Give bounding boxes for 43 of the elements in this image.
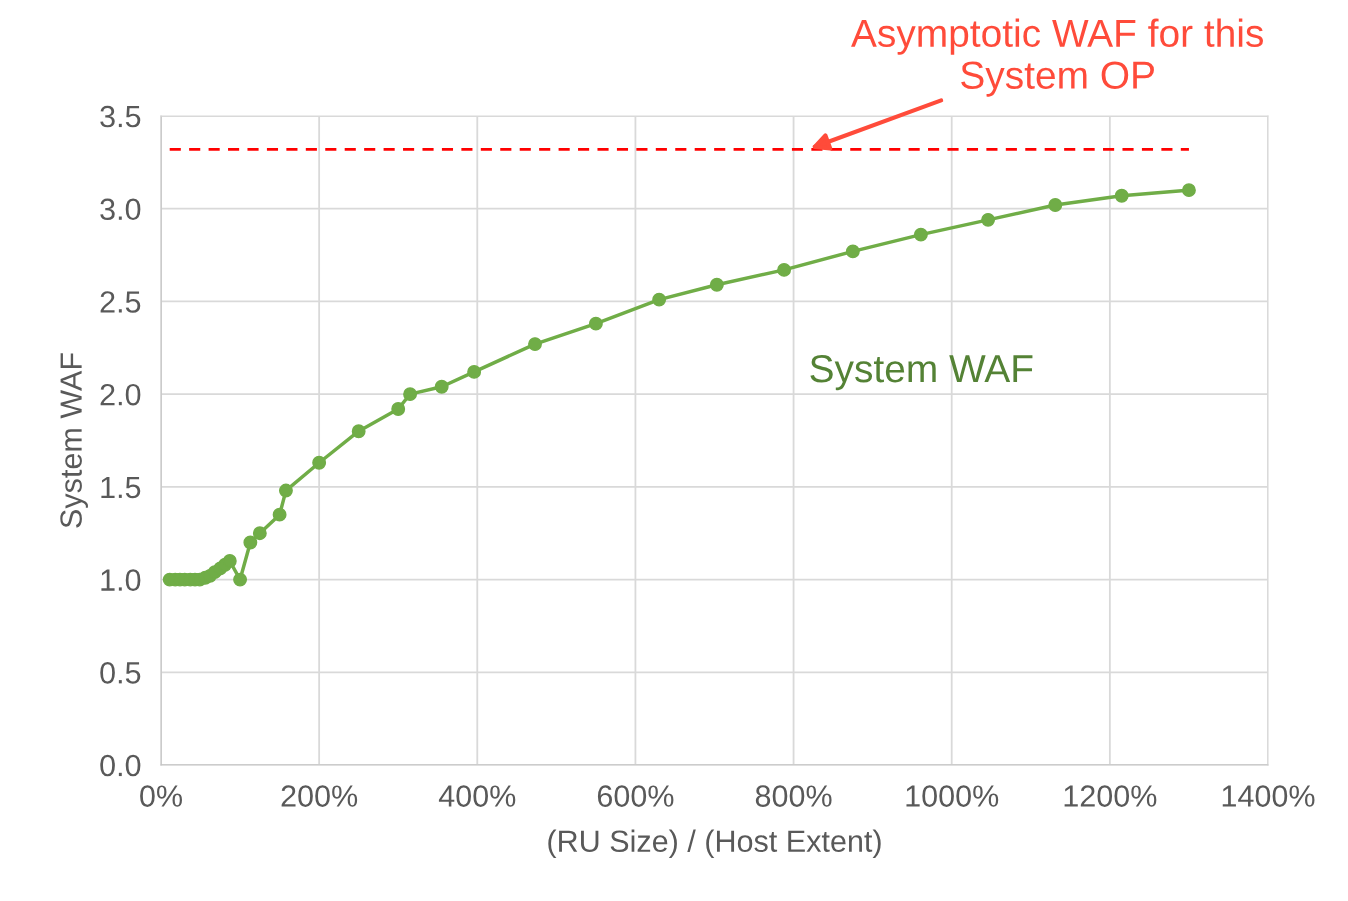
point (709, 277, 724, 292)
annotation: Asymptotic WAF for this System OP (851, 18, 1263, 97)
x-tick-label: 800% (755, 785, 832, 807)
point (1181, 183, 1196, 198)
x-tick-label: 1200% (1064, 785, 1157, 807)
point (467, 364, 482, 379)
y-tick-label: 0.5 (100, 662, 141, 684)
point (278, 483, 293, 498)
point (528, 337, 542, 352)
point (588, 316, 603, 331)
y-tick-label: 3.5 (100, 105, 141, 128)
point (434, 379, 449, 394)
point (233, 572, 248, 587)
point (272, 507, 287, 522)
point (312, 455, 327, 470)
x-axis-title: (RU Size) / (Host Extent) (548, 829, 881, 859)
point (351, 424, 366, 439)
point (391, 402, 406, 416)
x-tick-label: 600% (597, 785, 674, 807)
x-tick-label: 200% (281, 785, 358, 807)
x-tick-label: 0% (140, 785, 182, 807)
x-tick-label: 1000% (906, 785, 999, 807)
point (243, 535, 258, 550)
x-tick-label: 400% (438, 785, 516, 807)
x-tick-label: 1400% (1222, 785, 1315, 807)
point (403, 387, 418, 402)
point (222, 554, 237, 568)
point (1048, 198, 1063, 212)
point (981, 212, 996, 227)
point (1114, 188, 1129, 203)
y-tick-label: 0.0 (100, 754, 141, 777)
point (845, 244, 860, 259)
point (777, 262, 792, 277)
y-tick-label: 3.0 (100, 198, 141, 221)
y-tick-label: 1.0 (101, 569, 141, 591)
y-tick-label: 2.0 (100, 383, 141, 406)
y-tick-label: 1.5 (101, 476, 141, 499)
text: System WAF (810, 354, 1033, 391)
point (652, 292, 667, 307)
point (252, 526, 267, 541)
y-axis-title: System WAF (60, 353, 88, 528)
y-tick-label: 2.5 (100, 291, 141, 313)
point (913, 227, 928, 242)
